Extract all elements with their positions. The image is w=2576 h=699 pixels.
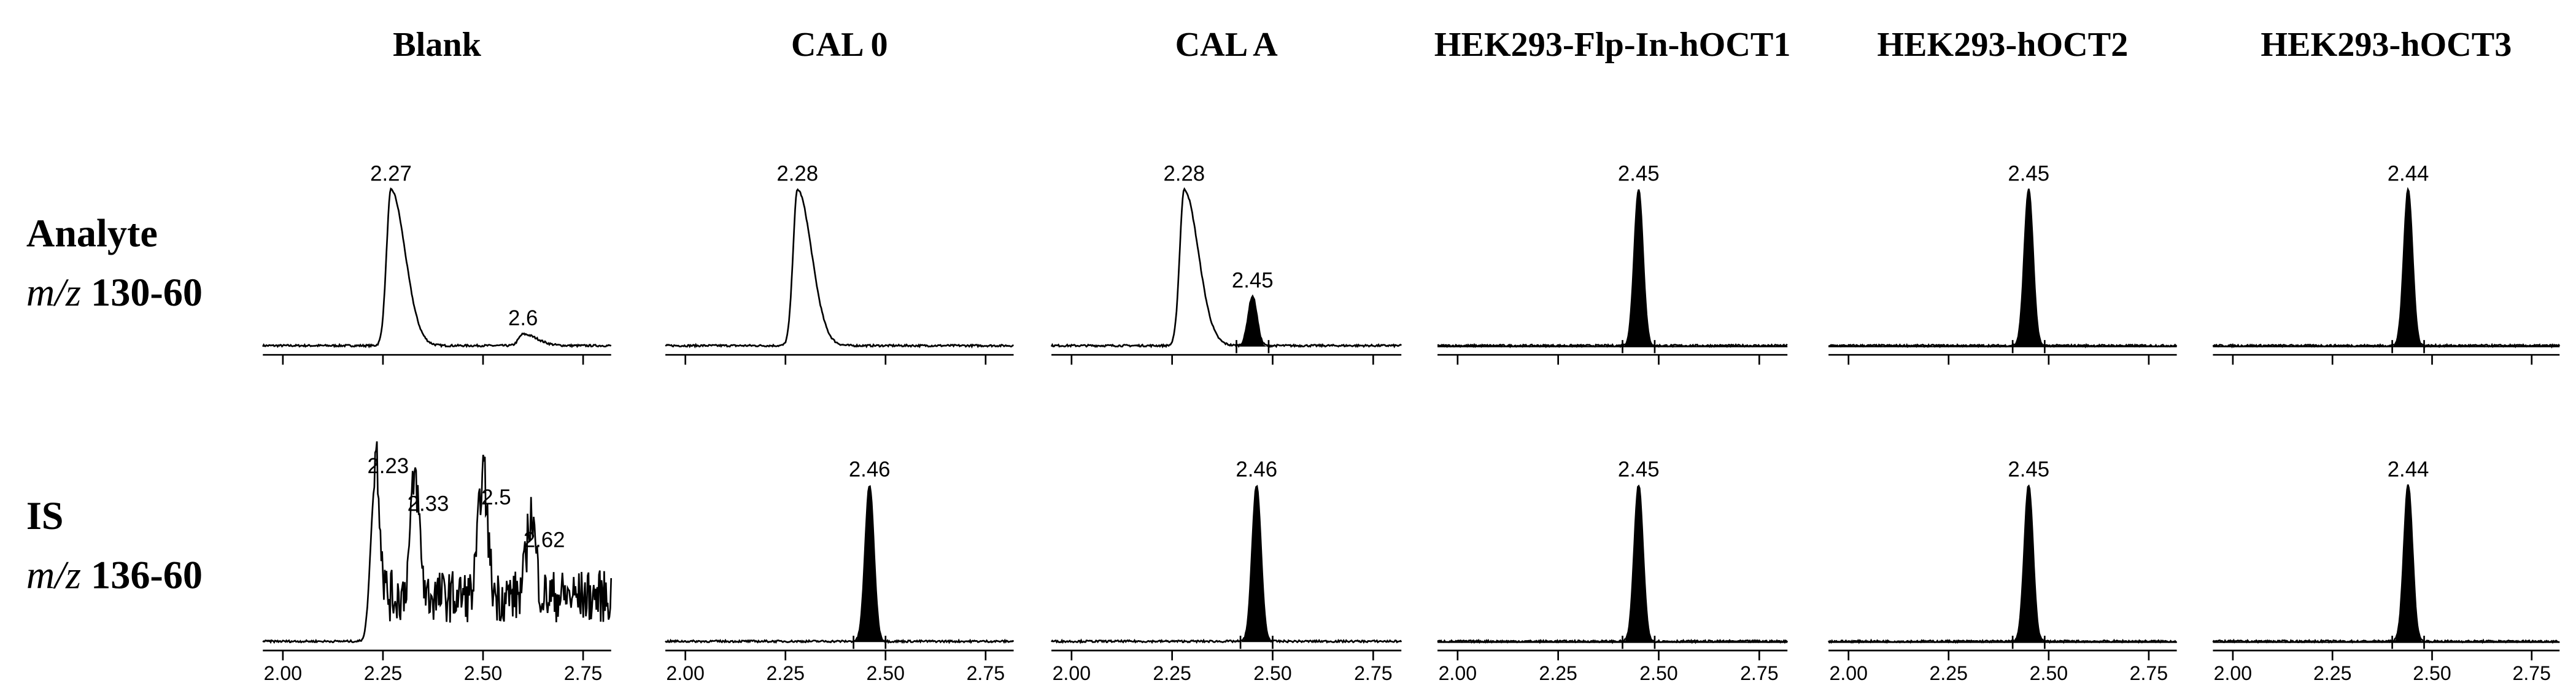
peak-label: 2.28	[1163, 162, 1205, 185]
peak-label: 2.46	[1236, 458, 1277, 481]
peak-area	[1240, 486, 1273, 643]
chromatogram: 2.00 2.25 2.50 2.75 2.45	[1437, 458, 1789, 684]
x-tick-label: 2.75	[1740, 662, 1779, 684]
x-tick-label: 2.25	[1930, 662, 1968, 684]
trace	[1050, 187, 1402, 349]
peak-label: 2.45	[2008, 162, 2049, 185]
column-header: CAL 0	[791, 26, 888, 64]
column-header: HEK293-hOCT3	[2261, 26, 2512, 64]
chromatogram: 2.00 2.25 2.50 2.75 2.23 2.33 2.5 2.62	[262, 441, 613, 684]
peak-label: 2.44	[2388, 458, 2429, 481]
x-tick-label: 2.50	[1253, 662, 1292, 684]
peak-label: 2.23	[367, 455, 409, 478]
row-label: Analyte	[26, 212, 158, 255]
peak-label: 2.46	[849, 458, 891, 481]
x-tick-label: 2.25	[2313, 662, 2352, 684]
row-ion: m/z 130-60	[26, 271, 203, 314]
chromatogram: 2.28	[665, 162, 1014, 365]
row-ion: m/z 136-60	[26, 553, 203, 597]
trace	[262, 187, 612, 349]
peak-area	[2392, 486, 2424, 643]
column-header: HEK293-hOCT2	[1877, 26, 2128, 64]
peak-area	[1236, 297, 1269, 347]
peak-label: 2.27	[370, 162, 412, 185]
x-tick-label: 2.00	[1053, 662, 1091, 684]
ion-prefix: m/z	[26, 271, 81, 314]
x-tick-label: 2.00	[666, 662, 705, 684]
x-tick-label: 2.25	[766, 662, 805, 684]
x-tick-label: 2.50	[867, 662, 905, 684]
peak-label: 2.33	[408, 492, 449, 516]
x-tick-label: 2.00	[264, 662, 302, 684]
peak-label: 2.44	[2388, 162, 2429, 185]
chromatogram: 2.28 2.45	[1050, 162, 1402, 365]
trace	[665, 485, 1015, 644]
trace	[1828, 188, 2178, 349]
x-tick-label: 2.75	[2513, 662, 2551, 684]
x-tick-label: 2.00	[1439, 662, 1477, 684]
chromatogram: 2.27 2.6	[262, 162, 612, 365]
trace	[1437, 484, 1789, 644]
ion-prefix: m/z	[26, 553, 81, 597]
trace	[1050, 484, 1402, 644]
trace	[665, 188, 1014, 349]
chromatogram: 2.00 2.25 2.50 2.75 2.46	[1050, 458, 1402, 684]
ion: 136-60	[91, 553, 203, 597]
chromatogram: 2.00 2.25 2.50 2.75 2.44	[2212, 458, 2560, 684]
x-tick-label: 2.50	[464, 662, 503, 684]
peak-label: 2.45	[2008, 458, 2049, 481]
peak-label: 2.45	[1618, 458, 1660, 481]
peak-area	[2392, 190, 2424, 347]
peak-label: 2.62	[524, 528, 565, 552]
x-tick-label: 2.25	[1539, 662, 1577, 684]
trace	[2212, 484, 2560, 644]
chromatogram: 2.00 2.25 2.50 2.75 2.46	[665, 458, 1015, 684]
x-tick-label: 2.75	[967, 662, 1005, 684]
peak-label: 2.45	[1618, 162, 1660, 185]
x-tick-label: 2.75	[2130, 662, 2168, 684]
column-header: HEK293-Flp-In-hOCT1	[1434, 26, 1791, 64]
x-tick-label: 2.50	[2030, 662, 2068, 684]
chromatogram: 2.44	[2212, 162, 2561, 365]
peak-area	[1622, 486, 1655, 643]
row-label: IS	[26, 494, 64, 538]
trace	[262, 441, 613, 644]
peak-label: 2.5	[481, 486, 511, 509]
x-tick-label: 2.50	[2413, 662, 2451, 684]
chromatogram: 2.45	[1437, 162, 1788, 365]
x-tick-label: 2.50	[1639, 662, 1678, 684]
ion: 130-60	[91, 271, 203, 314]
chromatogram: 2.00 2.25 2.50 2.75 2.45	[1827, 458, 2178, 684]
peak-area	[2013, 190, 2045, 347]
trace	[2212, 187, 2561, 349]
x-tick-label: 2.00	[2214, 662, 2253, 684]
x-tick-label: 2.25	[364, 662, 403, 684]
peak-label: 2.45	[1232, 269, 1274, 292]
x-tick-label: 2.25	[1153, 662, 1191, 684]
column-header: Blank	[393, 26, 481, 64]
x-tick-label: 2.75	[1354, 662, 1393, 684]
x-tick-label: 2.00	[1829, 662, 1868, 684]
trace	[1827, 484, 2178, 644]
peak-label: 2.6	[508, 307, 538, 330]
peak-area	[1622, 190, 1655, 347]
trace	[1437, 189, 1788, 349]
peak-label: 2.28	[776, 162, 818, 185]
column-header: CAL A	[1175, 26, 1278, 64]
chromatogram: 2.45	[1828, 162, 2178, 365]
peak-area	[853, 486, 886, 643]
x-tick-label: 2.75	[564, 662, 603, 684]
peak-area	[2013, 486, 2045, 643]
